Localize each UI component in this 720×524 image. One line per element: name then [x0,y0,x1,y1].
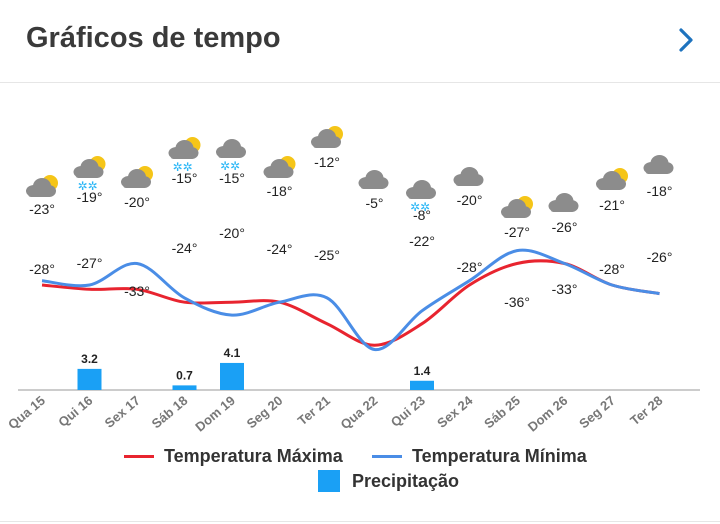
legend-precip-swatch [318,470,340,492]
cloud-icon [548,193,579,212]
x-tick-label: Sex 24 [434,392,476,430]
max-temp-line [41,259,660,347]
weather-chart: 3.2 0.7 4.1 1.4 ✲✲ ✲✲ ✲✲ ✲✲ -23° -19° -20° -15° -15°… [5,126,700,435]
precip-label: 3.2 [81,352,98,366]
cloud-sun-icon [121,166,153,188]
min-temp-label: -28° [599,261,625,277]
min-temp-label: -24° [172,240,198,256]
max-temp-label: -18° [267,183,293,199]
cloud-sun-snow-icon: ✲✲ [73,156,106,193]
x-tick-label: Dom 26 [525,393,571,435]
cloud-sun-snow-icon: ✲✲ [168,137,201,174]
cloud-icon [643,155,674,174]
precip-bar [77,368,102,390]
max-temp-label: -15° [172,170,198,186]
min-temp-label: -24° [267,241,293,257]
max-temp-label: -23° [29,201,55,217]
max-temp-label: -20° [457,192,483,208]
x-tick-label: Seg 20 [244,393,286,431]
chevron-right-icon[interactable] [676,26,696,54]
precip-bar [220,362,244,390]
min-temp-label: -27° [77,255,103,271]
max-temp-label: -27° [504,224,530,240]
legend-max: Temperatura Máxima [124,446,343,467]
card-header: Gráficos de tempo [0,0,720,83]
cloud-icon [453,167,484,186]
cloud-snow-icon: ✲✲ [406,180,436,214]
x-tick-label: Qui 23 [388,393,428,430]
precip-label: 4.1 [224,346,241,360]
min-temp-label: -25° [314,247,340,263]
max-temp-label: -15° [219,170,245,186]
legend-min-label: Temperatura Mínima [412,446,587,466]
x-tick-label: Sáb 25 [481,393,523,431]
x-tick-label: Qui 16 [55,393,95,430]
min-temp-label: -28° [457,259,483,275]
x-tick-label: Ter 21 [295,393,333,428]
x-tick-label: Qua 15 [5,393,48,432]
card-title: Gráficos de tempo [26,22,281,54]
min-temp-label: -36° [504,294,530,310]
x-tick-label: Sex 17 [102,393,143,431]
legend-min: Temperatura Mínima [372,446,587,467]
max-temp-label: -12° [314,154,340,170]
min-temp-label: -33° [124,283,150,299]
min-temp-label: -33° [552,281,578,297]
legend-precip: Precipitação [318,470,459,492]
max-temp-label: -8° [413,207,431,223]
cloud-sun-icon [596,168,628,190]
max-temp-label: -18° [647,183,673,199]
max-temp-label: -20° [124,194,150,210]
legend-precip-label: Precipitação [352,470,460,491]
x-tick-label: Seg 27 [576,393,618,431]
cloud-icon [358,170,389,189]
x-tick-label: Qua 22 [338,393,381,432]
x-tick-label: Dom 19 [192,393,238,435]
bottom-divider [0,521,720,522]
svg-text:✲✲: ✲✲ [410,200,430,214]
cloud-snow-icon: ✲✲ [216,139,246,173]
cloud-sun-icon [311,126,343,148]
max-temp-label: -26° [552,219,578,235]
min-temp-label: -28° [29,261,55,277]
precip-label: 1.4 [414,364,431,378]
legend-max-label: Temperatura Máxima [164,446,343,466]
cloud-sun-icon [501,196,533,218]
x-tick-label: Sáb 18 [149,393,191,431]
min-temp-label: -26° [647,249,673,265]
svg-text:✲✲: ✲✲ [220,159,240,173]
cloud-sun-icon [263,156,296,178]
max-temp-label: -21° [599,197,625,213]
max-temp-label: -19° [77,189,103,205]
legend-max-swatch [124,455,154,458]
min-temp-line [41,248,660,352]
x-tick-label: Ter 28 [627,393,665,428]
precip-bar [172,385,197,390]
cloud-sun-icon [26,175,58,197]
precip-label: 0.7 [176,368,193,382]
max-temp-label: -5° [365,195,383,211]
chart-legend: Temperatura Máxima Temperatura Mínima Pr… [0,444,720,504]
legend-min-swatch [372,455,402,458]
svg-text:✲✲: ✲✲ [77,179,97,193]
min-temp-label: -20° [219,225,245,241]
min-temp-label: -22° [409,233,435,249]
svg-text:✲✲: ✲✲ [172,160,192,174]
precip-bar [410,380,434,390]
